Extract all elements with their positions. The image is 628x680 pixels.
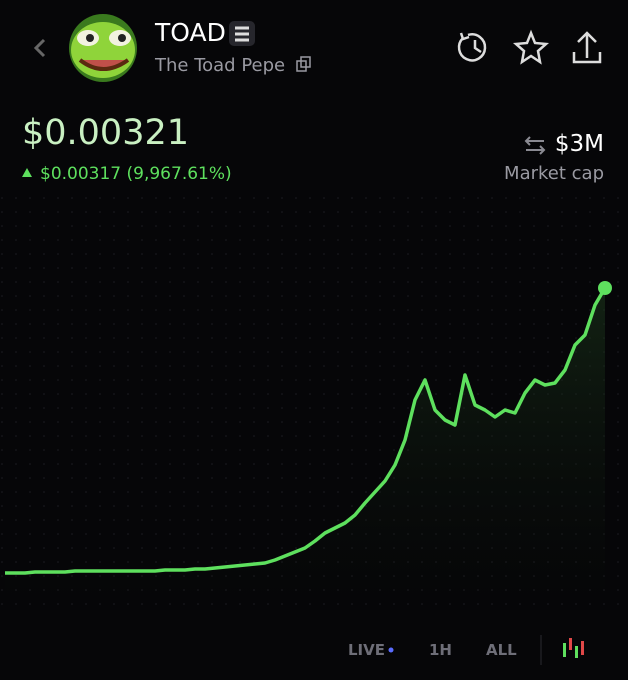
last-point — [598, 281, 612, 295]
history-button[interactable] — [457, 32, 487, 62]
token-name: The Toad Pepe — [155, 55, 286, 76]
back-button[interactable] — [33, 38, 46, 58]
area — [5, 288, 605, 615]
price: $0.00321 — [22, 113, 190, 153]
range-1h[interactable]: 1H — [429, 641, 452, 659]
range-live[interactable]: LIVE — [348, 641, 385, 659]
share-button[interactable] — [572, 31, 602, 64]
copy-icon-back — [300, 56, 311, 68]
price-line — [5, 287, 607, 575]
favorite-button[interactable] — [512, 29, 550, 65]
chain-icon — [235, 26, 249, 42]
range-all[interactable]: ALL — [486, 641, 517, 659]
token-symbol: TOAD — [155, 18, 226, 47]
avatar — [69, 14, 137, 82]
price-change: $0.00317 (9,967.61%) — [40, 164, 232, 184]
candles-button[interactable] — [563, 638, 584, 658]
live-dot — [388, 647, 394, 653]
market-cap: $3M — [554, 131, 604, 157]
swap-icon — [524, 136, 546, 155]
up-arrow — [22, 168, 32, 177]
market-cap-label: Market cap — [504, 163, 604, 184]
price-chart — [5, 281, 612, 615]
